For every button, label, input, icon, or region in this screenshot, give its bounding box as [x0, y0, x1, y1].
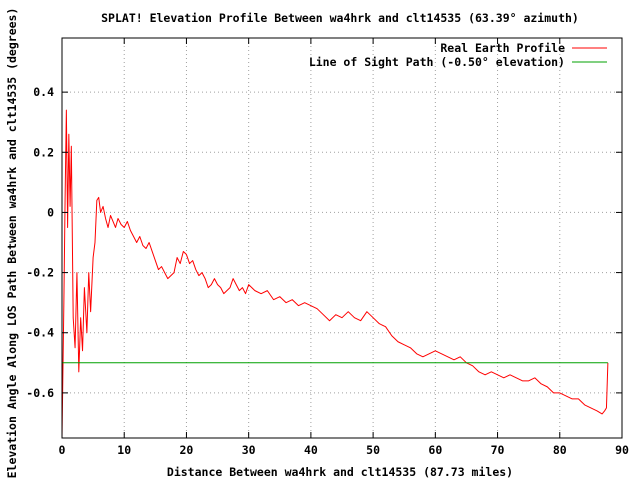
legend: Real Earth Profile Line of Sight Path (-… — [309, 41, 607, 69]
x-tick-label: 30 — [242, 443, 256, 457]
axis-ticks: 0 10 20 30 40 50 60 70 80 90 0.4 0.2 0 -0.2 -0.4 -0.6 — [26, 38, 629, 457]
grid-lines — [62, 38, 622, 438]
legend-label-real-earth: Real Earth Profile — [440, 41, 565, 55]
x-tick-label: 60 — [428, 443, 442, 457]
x-tick-label: 50 — [366, 443, 380, 457]
real-earth-profile-line — [61, 109, 609, 439]
y-tick-label: 0.4 — [33, 85, 54, 99]
legend-label-line-of-sight: Line of Sight Path (-0.50° elevation) — [309, 55, 565, 69]
x-tick-label: 90 — [615, 443, 629, 457]
x-tick-label: 40 — [304, 443, 318, 457]
y-axis-label: Elevation Angle Along LOS Path Between w… — [5, 8, 19, 479]
x-axis-label: Distance Between wa4hrk and clt14535 (87… — [167, 465, 513, 479]
y-tick-label: 0 — [47, 205, 54, 219]
y-tick-label: -0.6 — [26, 386, 54, 400]
chart-title: SPLAT! Elevation Profile Between wa4hrk … — [101, 11, 579, 25]
x-tick-label: 10 — [117, 443, 131, 457]
y-tick-label: 0.2 — [33, 145, 54, 159]
y-tick-label: -0.4 — [26, 326, 54, 340]
x-tick-label: 80 — [553, 443, 567, 457]
series-layer — [61, 109, 609, 439]
x-tick-label: 70 — [491, 443, 505, 457]
plot-border — [61, 37, 623, 439]
x-tick-label: 0 — [59, 443, 66, 457]
x-tick-label: 20 — [180, 443, 194, 457]
y-tick-label: -0.2 — [26, 266, 54, 280]
